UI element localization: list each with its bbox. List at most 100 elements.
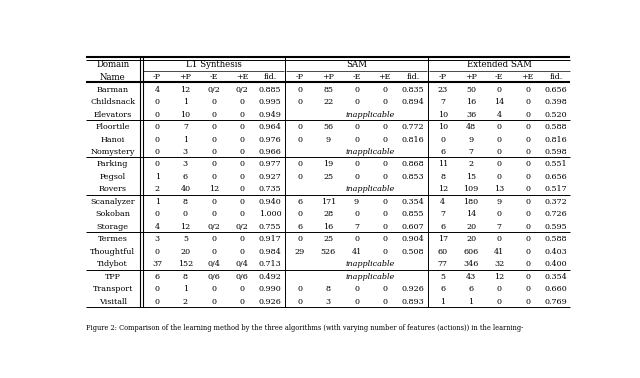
Text: 43: 43 <box>466 273 476 281</box>
Text: 17: 17 <box>438 235 448 243</box>
Text: Name: Name <box>100 73 125 82</box>
Text: 0: 0 <box>354 123 359 131</box>
Text: 0: 0 <box>211 136 216 144</box>
Text: 0: 0 <box>239 298 244 306</box>
Text: 0.508: 0.508 <box>402 248 424 256</box>
Text: 6: 6 <box>468 285 474 293</box>
Text: 0: 0 <box>155 148 159 156</box>
Text: 0: 0 <box>239 198 244 206</box>
Text: 0: 0 <box>211 198 216 206</box>
Text: 0: 0 <box>382 248 387 256</box>
Text: 0.816: 0.816 <box>545 136 567 144</box>
Text: 1: 1 <box>183 285 188 293</box>
Text: 0.926: 0.926 <box>402 285 424 293</box>
Text: +P: +P <box>179 73 191 81</box>
Text: 0: 0 <box>298 123 303 131</box>
Text: Extended SAM: Extended SAM <box>467 60 532 69</box>
Text: 0: 0 <box>239 173 244 181</box>
Text: 0: 0 <box>525 161 530 169</box>
Text: 0: 0 <box>525 273 530 281</box>
Text: 7: 7 <box>440 211 445 218</box>
Text: 40: 40 <box>180 186 191 194</box>
Text: Tidybot: Tidybot <box>97 260 128 268</box>
Text: 0: 0 <box>298 285 303 293</box>
Text: 0/2: 0/2 <box>207 223 220 231</box>
Text: inapplicable: inapplicable <box>346 111 396 119</box>
Text: 0: 0 <box>525 248 530 256</box>
Text: 0: 0 <box>354 98 359 106</box>
Text: 0: 0 <box>298 298 303 306</box>
Text: 0.755: 0.755 <box>259 223 282 231</box>
Text: 0: 0 <box>382 235 387 243</box>
Text: Childsnack: Childsnack <box>90 98 135 106</box>
Text: 0: 0 <box>382 123 387 131</box>
Text: 0: 0 <box>440 136 445 144</box>
Text: 0: 0 <box>211 111 216 119</box>
Text: 1: 1 <box>440 298 445 306</box>
Text: 0.835: 0.835 <box>402 86 424 94</box>
Text: 6: 6 <box>298 223 303 231</box>
Text: 0.927: 0.927 <box>259 173 282 181</box>
Text: 0: 0 <box>382 161 387 169</box>
Text: Barman: Barman <box>97 86 129 94</box>
Text: 0: 0 <box>382 136 387 144</box>
Text: 4: 4 <box>155 223 160 231</box>
Text: 8: 8 <box>440 173 445 181</box>
Text: inapplicable: inapplicable <box>346 273 396 281</box>
Text: 20: 20 <box>180 248 191 256</box>
Text: 0.949: 0.949 <box>259 111 282 119</box>
Text: 32: 32 <box>494 260 504 268</box>
Text: 0: 0 <box>382 211 387 218</box>
Text: inapplicable: inapplicable <box>346 148 396 156</box>
Text: 10: 10 <box>438 123 448 131</box>
Text: 0: 0 <box>183 211 188 218</box>
Text: 0.726: 0.726 <box>545 211 567 218</box>
Text: 48: 48 <box>466 123 476 131</box>
Text: 0: 0 <box>354 235 359 243</box>
Text: 7: 7 <box>354 223 359 231</box>
Text: 7: 7 <box>497 223 502 231</box>
Text: Visitall: Visitall <box>99 298 127 306</box>
Text: 0: 0 <box>382 173 387 181</box>
Text: Parking: Parking <box>97 161 129 169</box>
Text: 1: 1 <box>183 98 188 106</box>
Text: 6: 6 <box>440 285 445 293</box>
Text: 0.551: 0.551 <box>545 161 567 169</box>
Text: 0.893: 0.893 <box>402 298 424 306</box>
Text: 22: 22 <box>323 98 333 106</box>
Text: 0: 0 <box>239 186 244 194</box>
Text: 0: 0 <box>382 298 387 306</box>
Text: Storage: Storage <box>97 223 129 231</box>
Text: 0.868: 0.868 <box>402 161 424 169</box>
Text: 0: 0 <box>155 136 159 144</box>
Text: 0: 0 <box>382 98 387 106</box>
Text: 0: 0 <box>211 98 216 106</box>
Text: Figure 2: Comparison of the learning method by the three algorithms (with varyin: Figure 2: Comparison of the learning met… <box>86 324 524 332</box>
Text: 0: 0 <box>354 285 359 293</box>
Text: 3: 3 <box>183 148 188 156</box>
Text: 0: 0 <box>497 211 502 218</box>
Text: fid.: fid. <box>406 73 420 81</box>
Text: 0.735: 0.735 <box>259 186 282 194</box>
Text: 0: 0 <box>525 235 530 243</box>
Text: +E: +E <box>522 73 534 81</box>
Text: 60: 60 <box>438 248 448 256</box>
Text: -E: -E <box>495 73 504 81</box>
Text: 0: 0 <box>525 111 530 119</box>
Text: 0/6: 0/6 <box>236 273 248 281</box>
Text: 0.964: 0.964 <box>259 123 282 131</box>
Text: 0: 0 <box>239 98 244 106</box>
Text: 0: 0 <box>298 161 303 169</box>
Text: 28: 28 <box>323 211 333 218</box>
Text: 6: 6 <box>183 173 188 181</box>
Text: TPP: TPP <box>105 273 121 281</box>
Text: +P: +P <box>465 73 477 81</box>
Text: 0.598: 0.598 <box>545 148 567 156</box>
Text: 0.607: 0.607 <box>402 223 424 231</box>
Text: 20: 20 <box>466 223 476 231</box>
Text: 0: 0 <box>211 173 216 181</box>
Text: 0.966: 0.966 <box>259 148 282 156</box>
Text: 152: 152 <box>178 260 193 268</box>
Text: 0: 0 <box>155 298 159 306</box>
Text: -P: -P <box>153 73 161 81</box>
